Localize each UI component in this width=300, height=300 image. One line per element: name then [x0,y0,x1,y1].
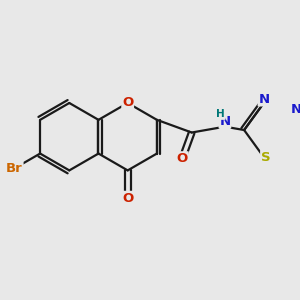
Text: Br: Br [6,162,23,175]
Text: N: N [219,115,230,128]
Text: O: O [177,152,188,165]
Text: N: N [290,103,300,116]
Text: O: O [122,97,133,110]
Text: H: H [220,120,230,130]
Text: O: O [122,191,133,205]
Text: H: H [216,109,225,119]
Text: N: N [258,93,269,106]
Text: S: S [261,151,271,164]
